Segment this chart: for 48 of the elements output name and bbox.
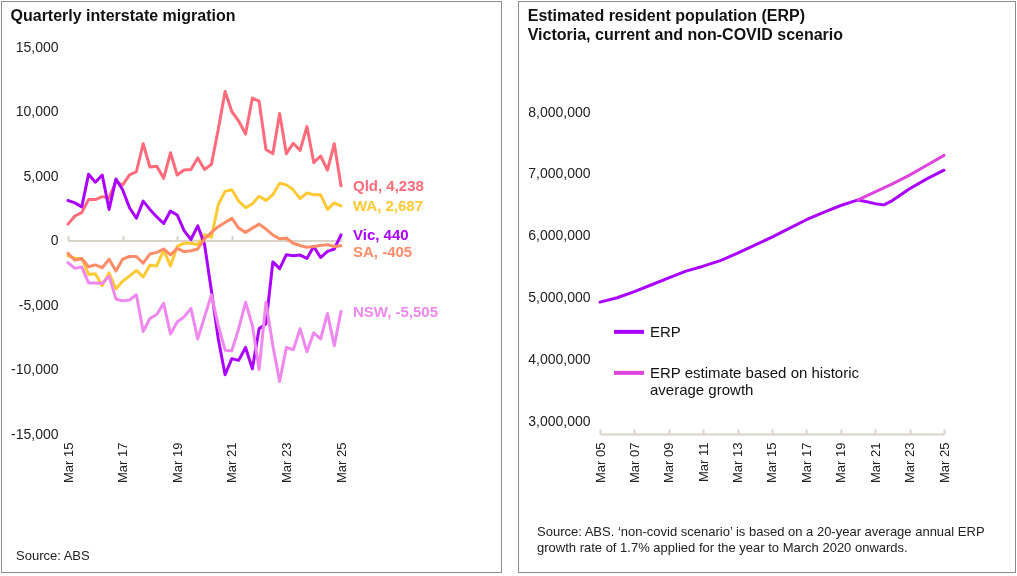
x-tick-label: Mar 17: [798, 442, 814, 483]
line-series: [66, 216, 343, 273]
data-label: Qld, 4,238: [353, 176, 424, 194]
legend-label: ERP: [650, 322, 681, 340]
y-tick-label: -5,000: [18, 296, 59, 313]
x-tick-label: Mar 21: [867, 442, 883, 483]
y-tick-label: 8,000,000: [528, 103, 591, 120]
y-tick-label: 3,000,000: [528, 413, 591, 430]
x-tick-label: Mar 05: [592, 442, 608, 483]
x-tick-label: Mar 11: [695, 442, 711, 482]
line-series: [856, 153, 946, 202]
x-tick-label: Mar 25: [936, 442, 952, 483]
data-label: SA, -405: [353, 242, 413, 260]
y-tick-label: -10,000: [11, 361, 59, 377]
source-note: Source: ABS. ‘non-covid scenario’ is based on a 20-year average annual ERP growth rate of 1.7% applied for the year to March 2020 onwards.: [537, 524, 986, 556]
legend-label: ERP estimate based on historic average growth: [650, 363, 860, 398]
chart-title: Estimated resident population (ERP): [527, 7, 806, 24]
data-label: Vic, 440: [353, 225, 409, 243]
y-tick-label: 0: [50, 232, 59, 248]
data-label: NSW, -5,505: [353, 302, 439, 320]
x-tick-label: Mar 15: [764, 442, 780, 483]
line-series: [66, 90, 343, 226]
x-tick-label: Mar 07: [626, 442, 642, 483]
x-tick-label: Mar 21: [224, 442, 240, 483]
x-tick-label: Mar 15: [60, 442, 76, 483]
x-tick-label: Mar 13: [730, 442, 746, 483]
y-tick-label: 7,000,000: [528, 165, 591, 182]
x-tick-label: Mar 25: [333, 442, 349, 483]
source-note: Source: ABS: [16, 548, 91, 564]
y-tick-label: 4,000,000: [528, 351, 591, 368]
data-label: WA, 2,687: [353, 196, 424, 214]
y-tick-label: 15,000: [15, 38, 59, 55]
y-tick-label: 5,000,000: [528, 289, 591, 306]
y-tick-label: 6,000,000: [528, 227, 591, 244]
x-tick-label: Mar 19: [169, 442, 185, 483]
x-tick-label: Mar 23: [278, 442, 294, 483]
line-series: [66, 172, 343, 377]
y-tick-label: -15,000: [11, 425, 59, 442]
x-tick-label: Mar 23: [902, 442, 918, 483]
x-tick-label: Mar 19: [833, 442, 849, 483]
chart-title: Quarterly interstate migration: [10, 7, 236, 24]
y-tick-label: 5,000: [23, 167, 59, 184]
chart-subtitle: Victoria, current and non-COVID scenario: [527, 26, 844, 43]
y-tick-label: 10,000: [15, 103, 59, 119]
x-tick-label: Mar 09: [661, 442, 677, 483]
x-tick-label: Mar 17: [115, 442, 131, 483]
line-series: [598, 168, 946, 304]
line-series: [66, 261, 343, 383]
